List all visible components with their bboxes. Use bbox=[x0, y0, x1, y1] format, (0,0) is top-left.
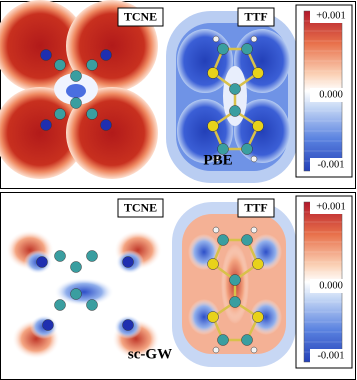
atom bbox=[229, 296, 241, 308]
label-box bbox=[237, 7, 275, 27]
molecule-label: TCNE bbox=[124, 200, 157, 214]
atom bbox=[207, 67, 219, 79]
panel-label: PBE bbox=[203, 152, 232, 168]
colorbar-tick-label: +0.001 bbox=[316, 10, 346, 21]
atom bbox=[36, 256, 48, 268]
atom bbox=[212, 226, 220, 234]
density-lobe bbox=[66, 84, 86, 98]
atom bbox=[54, 108, 66, 120]
density-lobe bbox=[250, 299, 282, 335]
colorbar-tick-label: -0.001 bbox=[317, 350, 344, 361]
tick-label-bg bbox=[310, 279, 350, 293]
atom bbox=[250, 155, 258, 163]
density-lobe bbox=[54, 278, 114, 306]
tick-label-bg bbox=[310, 158, 350, 172]
molecule-label: TCNE bbox=[124, 9, 157, 23]
colorbar-tick-label: 0.000 bbox=[319, 89, 343, 100]
atom bbox=[86, 299, 98, 311]
atom bbox=[212, 346, 220, 354]
atom bbox=[86, 108, 98, 120]
colorbar-tick-label: +0.001 bbox=[316, 201, 346, 212]
tick-label-bg bbox=[310, 9, 350, 23]
atom bbox=[54, 250, 66, 262]
label-box bbox=[117, 7, 164, 27]
tick-label-bg bbox=[310, 200, 350, 214]
atom bbox=[42, 319, 54, 331]
atom bbox=[229, 105, 241, 117]
atom bbox=[241, 234, 253, 246]
atom bbox=[40, 119, 52, 131]
atom bbox=[250, 35, 258, 43]
panel: TCNE TTF +0.001 0.000 -0.001 sc-GW bbox=[0, 192, 356, 380]
molecule-label: TTF bbox=[244, 200, 267, 214]
atom bbox=[217, 334, 229, 346]
panel-label: sc-GW bbox=[128, 346, 172, 362]
atom bbox=[217, 234, 229, 246]
atom bbox=[241, 43, 253, 55]
atom bbox=[122, 319, 134, 331]
atom bbox=[241, 143, 253, 155]
atom bbox=[250, 346, 258, 354]
atom bbox=[212, 35, 220, 43]
atom bbox=[40, 49, 52, 61]
colorbar-tick-label: -0.001 bbox=[317, 159, 344, 170]
atom bbox=[70, 97, 82, 109]
atom bbox=[70, 261, 82, 273]
atom bbox=[86, 59, 98, 71]
density-lobe bbox=[0, 0, 86, 92]
atom bbox=[100, 119, 112, 131]
atom bbox=[207, 311, 219, 323]
atom bbox=[250, 226, 258, 234]
atom bbox=[241, 334, 253, 346]
tick-label-bg bbox=[310, 349, 350, 363]
density-lobe bbox=[188, 299, 220, 335]
atom bbox=[229, 83, 241, 95]
panel: TCNE TTF +0.001 0.000 -0.001 PBE bbox=[0, 0, 356, 189]
label-box bbox=[117, 198, 164, 218]
atom bbox=[212, 155, 220, 163]
atom bbox=[207, 258, 219, 270]
colorbar-tick-label: 0.000 bbox=[319, 280, 343, 291]
atom bbox=[207, 120, 219, 132]
atom bbox=[252, 311, 264, 323]
atom bbox=[100, 49, 112, 61]
atom bbox=[54, 59, 66, 71]
atom bbox=[86, 250, 98, 262]
atom bbox=[229, 274, 241, 286]
tick-label-bg bbox=[310, 88, 350, 102]
atom bbox=[54, 299, 66, 311]
label-box bbox=[237, 198, 275, 218]
atom bbox=[70, 288, 82, 300]
atom bbox=[252, 67, 264, 79]
atom bbox=[217, 143, 229, 155]
atom bbox=[70, 70, 82, 82]
atom bbox=[252, 120, 264, 132]
density-lobe bbox=[0, 87, 86, 179]
atom bbox=[122, 256, 134, 268]
atom bbox=[217, 43, 229, 55]
molecule-label: TTF bbox=[244, 9, 267, 23]
atom bbox=[252, 258, 264, 270]
